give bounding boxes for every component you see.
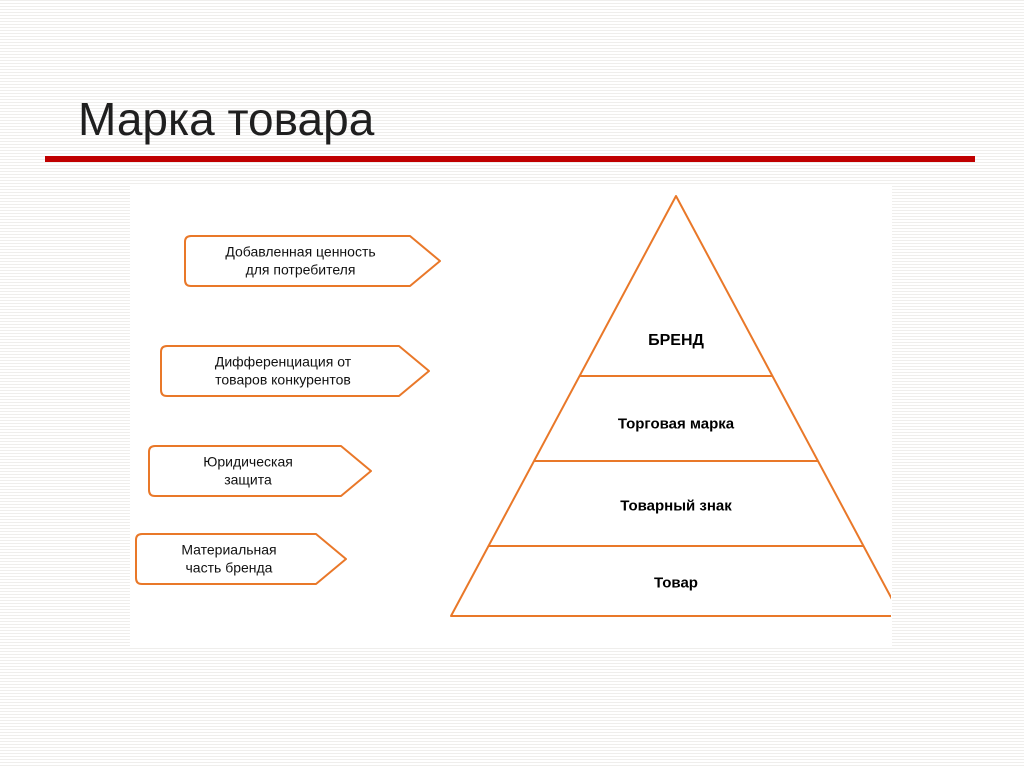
callout-label-line: товаров конкурентов: [171, 371, 395, 389]
pyramid-outline: [451, 196, 891, 616]
pyramid-level-label: Товар: [654, 575, 698, 592]
callout-label-line: часть бренда: [146, 559, 312, 577]
callout-label: Материальнаячасть бренда: [146, 542, 312, 577]
slide: Марка товара БРЕНД Торговая марка Товарный…: [0, 0, 1024, 768]
slide-title: Марка товара: [78, 92, 374, 146]
title-underline: [45, 156, 975, 162]
callout-label: Юридическаязащита: [159, 454, 337, 489]
pyramid-level-label: Товарный знак: [620, 498, 732, 515]
callout-label-line: Юридическая: [159, 454, 337, 472]
callout-label-line: для потребителя: [195, 261, 406, 279]
pyramid-level-label: БРЕНД: [648, 332, 704, 350]
callout-label: Добавленная ценностьдля потребителя: [195, 244, 406, 279]
diagram-panel: БРЕНД Торговая марка Товарный знак Товар Доб…: [130, 185, 892, 647]
callout-label-line: Дифференциация от: [171, 354, 395, 372]
callout-label-line: защита: [159, 471, 337, 489]
callout-label: Дифференциация оттоваров конкурентов: [171, 354, 395, 389]
pyramid-level-label: Торговая марка: [618, 416, 734, 433]
callout-label-line: Материальная: [146, 542, 312, 560]
callout-label-line: Добавленная ценность: [195, 244, 406, 262]
